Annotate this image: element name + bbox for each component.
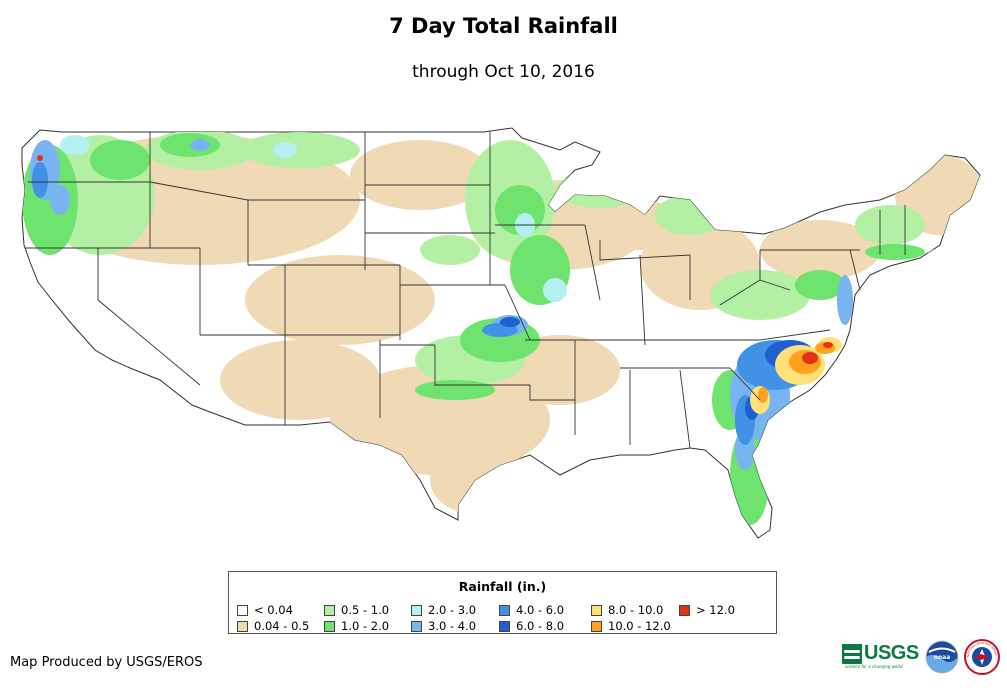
legend-item: 0.5 - 1.0 [324, 603, 389, 617]
legend-swatch [411, 620, 422, 632]
map-title: 7 Day Total Rainfall [389, 14, 618, 38]
nws-logo: NATIONAL WEATHER SERVICE [964, 639, 1000, 675]
usgs-logo: USGS [842, 642, 919, 665]
legend-item: > 12.0 [679, 603, 735, 617]
legend-label: 1.0 - 2.0 [341, 619, 390, 633]
legend-swatch [499, 604, 510, 616]
legend-label: 8.0 - 10.0 [608, 603, 664, 617]
legend-label: 4.0 - 6.0 [516, 603, 565, 617]
usgs-logo-text: USGS [864, 642, 919, 664]
usgs-wave-icon [842, 643, 862, 664]
logos: USGS science for a changing world noaa N… [842, 638, 1002, 678]
map-subtitle: through Oct 10, 2016 [412, 62, 595, 82]
legend-item: 2.0 - 3.0 [411, 603, 476, 617]
legend-label: > 12.0 [696, 603, 735, 617]
legend-swatch [591, 620, 602, 632]
legend-label: 2.0 - 3.0 [428, 603, 477, 617]
legend-label: < 0.04 [254, 603, 293, 617]
legend-swatch [237, 604, 248, 616]
legend: Rainfall (in.) < 0.04 0.04 - 0.5 0.5 - 1… [228, 571, 777, 634]
usgs-tagline: science for a changing world [845, 664, 903, 669]
legend-label: 3.0 - 4.0 [428, 619, 477, 633]
legend-title: Rainfall (in.) [458, 579, 547, 594]
rainfall-areas [22, 130, 980, 525]
legend-item: 4.0 - 6.0 [499, 603, 564, 617]
noaa-logo: noaa [925, 640, 959, 674]
state-boundaries [25, 132, 906, 449]
noaa-logo-text: noaa [934, 654, 951, 661]
legend-label: 10.0 - 12.0 [608, 619, 671, 633]
legend-swatch [237, 620, 248, 632]
rainfall-map [21, 127, 981, 539]
credit-text: Map Produced by USGS/EROS [10, 655, 203, 670]
legend-item: 10.0 - 12.0 [591, 619, 671, 633]
legend-swatch [499, 620, 510, 632]
legend-item: 1.0 - 2.0 [324, 619, 389, 633]
legend-item: < 0.04 [237, 603, 293, 617]
legend-swatch [679, 604, 690, 616]
legend-label: 0.5 - 1.0 [341, 603, 390, 617]
legend-swatch [324, 620, 335, 632]
legend-item: 8.0 - 10.0 [591, 603, 663, 617]
legend-label: 6.0 - 8.0 [516, 619, 565, 633]
legend-item: 6.0 - 8.0 [499, 619, 564, 633]
legend-swatch [411, 604, 422, 616]
legend-item: 3.0 - 4.0 [411, 619, 476, 633]
legend-swatch [591, 604, 602, 616]
legend-label: 0.04 - 0.5 [254, 619, 310, 633]
legend-swatch [324, 604, 335, 616]
legend-item: 0.04 - 0.5 [237, 619, 309, 633]
